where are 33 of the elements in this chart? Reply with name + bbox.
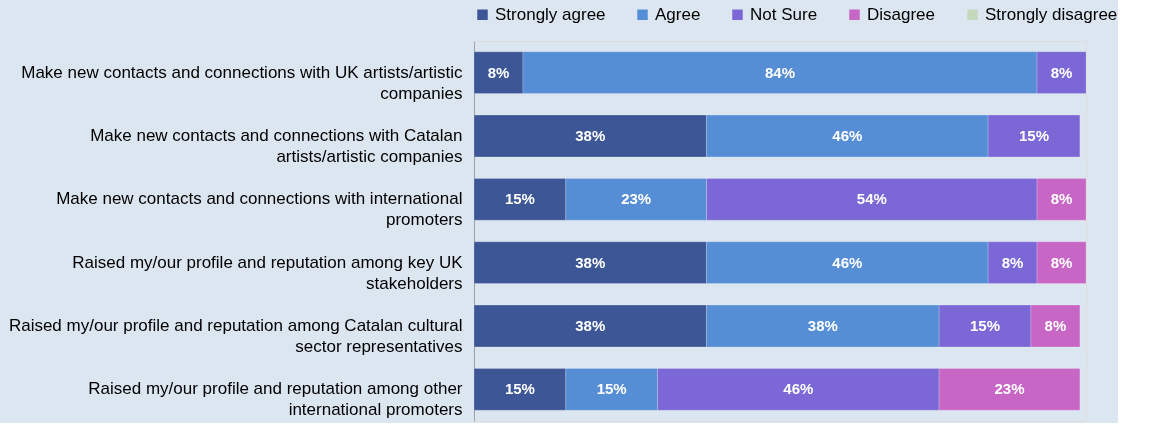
y-tick-label: Make new contacts and connections with UK artists/artistic companies: [21, 62, 463, 103]
y-tick-label: Make new contacts and connections with international promoters: [56, 189, 463, 230]
data-label: 23%: [621, 190, 652, 208]
legend-label: Not Sure: [750, 4, 818, 24]
data-label: 8%: [1044, 317, 1067, 334]
data-label: 23%: [994, 380, 1025, 398]
y-tick-label: Make new contacts and connections with Catalan artists/artistic companies: [90, 126, 463, 166]
data-label: 46%: [832, 127, 863, 144]
legend-label: Strongly agree: [495, 4, 606, 24]
data-label: 38%: [575, 317, 606, 334]
data-label: 54%: [856, 190, 887, 208]
data-label: 15%: [1018, 127, 1049, 144]
data-label: 15%: [596, 380, 627, 398]
data-label: 8%: [1050, 190, 1073, 208]
data-label: 38%: [575, 127, 606, 144]
data-label: 8%: [1001, 253, 1024, 271]
data-label: 46%: [783, 380, 814, 398]
data-label: 15%: [504, 190, 535, 208]
y-tick-label: Raised my/our profile and reputation among Catalan cultural sector representatives: [8, 316, 463, 356]
data-label: 15%: [504, 380, 535, 398]
y-tick-label: Raised my/our profile and reputation among other international promoters: [88, 379, 463, 420]
data-label: 8%: [1050, 253, 1073, 271]
legend-label: Disagree: [867, 4, 936, 24]
data-label: 15%: [970, 317, 1001, 334]
data-label: 8%: [487, 63, 510, 81]
data-label: 38%: [575, 253, 606, 271]
legend-label: Strongly disagree: [985, 4, 1118, 24]
legend-label: Agree: [655, 4, 701, 24]
data-label: 46%: [832, 253, 863, 271]
data-label: 8%: [1050, 63, 1073, 81]
data-label: 38%: [807, 317, 838, 334]
y-tick-label: Raised my/our profile and reputation among key UK stakeholders: [72, 252, 464, 293]
data-label: 84%: [764, 63, 796, 81]
